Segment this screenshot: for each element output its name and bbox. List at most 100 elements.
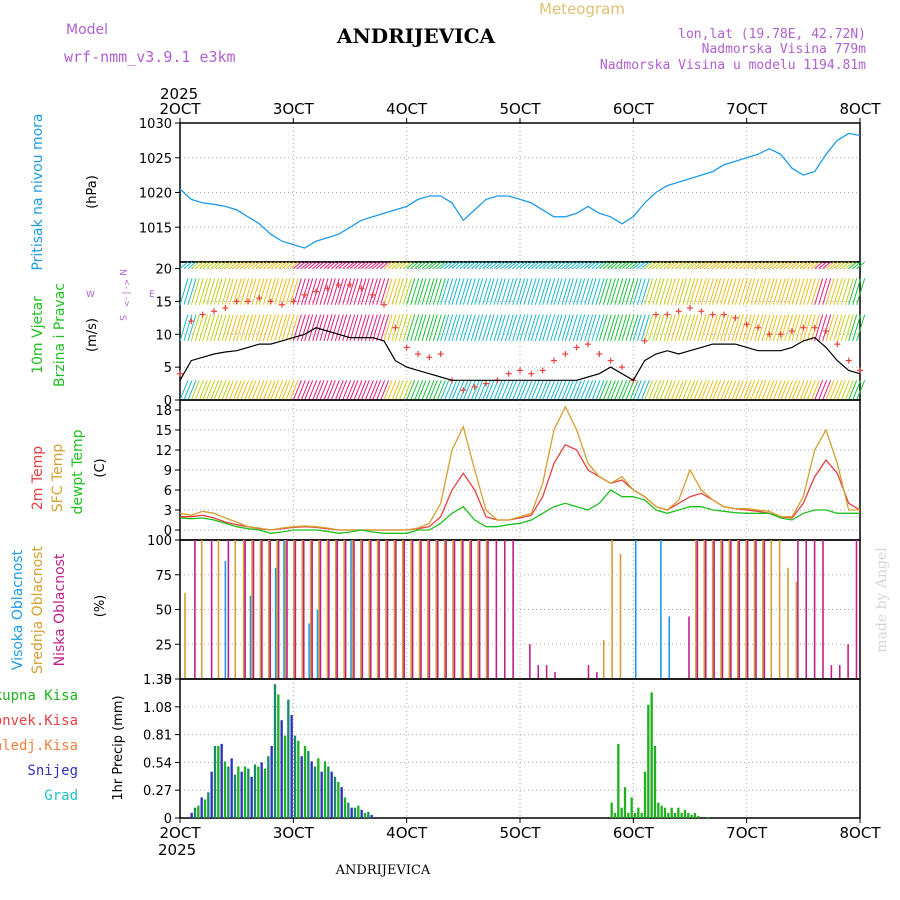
precip-bar bbox=[223, 761, 227, 818]
model-label: Model bbox=[66, 22, 108, 38]
wind-barb bbox=[546, 261, 555, 269]
wind-barb bbox=[655, 261, 665, 269]
precip-bar bbox=[200, 797, 203, 818]
wind-barb bbox=[557, 261, 567, 269]
pressure-unit-label: (hPa) bbox=[85, 175, 100, 209]
wind-barb bbox=[546, 278, 556, 305]
wind-barb bbox=[493, 380, 503, 401]
wind-barb bbox=[652, 380, 662, 401]
wind-barb bbox=[610, 380, 620, 401]
wind-barb bbox=[338, 380, 348, 401]
wind-barb bbox=[564, 314, 574, 342]
wind-barb bbox=[648, 314, 658, 342]
wind-barb bbox=[368, 278, 378, 305]
wind-barb bbox=[840, 380, 850, 401]
wind-barb bbox=[833, 278, 843, 305]
bottom-x-axis: 2OCT 3OCT 4OCT 5OCT 6OCT 7OCT 8OCT bbox=[160, 818, 881, 842]
wind-barb bbox=[799, 261, 809, 269]
wind-barb bbox=[663, 314, 673, 342]
wind-barb bbox=[357, 261, 367, 269]
wind-barb bbox=[674, 314, 684, 342]
wind-barb bbox=[580, 261, 589, 269]
wind-barb bbox=[761, 380, 771, 401]
precip-bar bbox=[640, 812, 643, 818]
wind-barb bbox=[308, 278, 318, 305]
precip-bar bbox=[253, 764, 257, 818]
wind-barb bbox=[489, 261, 499, 269]
wind-barb bbox=[410, 261, 419, 269]
pressure-line bbox=[179, 132, 861, 249]
wind-barb bbox=[734, 278, 744, 305]
wind-barb bbox=[281, 380, 291, 401]
wind-barb bbox=[296, 278, 306, 305]
wind-barb bbox=[199, 261, 208, 269]
wind-barb bbox=[516, 314, 526, 342]
legend-freezing-precip: Zaledj.Kisa bbox=[0, 738, 78, 754]
temp-ytick-label: 0 bbox=[164, 524, 172, 539]
wind-barb bbox=[432, 278, 442, 305]
wind-barb bbox=[285, 380, 295, 401]
precip-bar bbox=[323, 761, 327, 818]
wind-barb bbox=[433, 261, 442, 269]
wind-barb bbox=[380, 261, 389, 269]
wind-barb bbox=[270, 380, 280, 401]
wind-barb bbox=[417, 314, 427, 342]
wind-barb bbox=[190, 278, 200, 305]
precip-bar bbox=[287, 699, 290, 818]
precip-bar bbox=[340, 787, 343, 818]
wind-barb bbox=[183, 380, 193, 401]
pressure-ytick-label: 1030 bbox=[139, 117, 172, 132]
cloud-ytick-label: 50 bbox=[155, 604, 172, 619]
pressure-ytick-label: 1025 bbox=[139, 152, 172, 167]
high-cloud-label: Visoka Oblacnost bbox=[10, 549, 26, 670]
wind-barb bbox=[814, 314, 824, 342]
compass-north: N bbox=[117, 269, 127, 276]
wind-barb bbox=[198, 380, 208, 401]
wind-barb bbox=[550, 278, 560, 305]
wind-barb bbox=[822, 380, 832, 401]
wind-barb bbox=[206, 261, 215, 269]
wind-barb bbox=[791, 314, 801, 342]
wind-barb bbox=[557, 314, 567, 342]
wind-barb bbox=[428, 278, 438, 305]
wind-barb bbox=[462, 380, 472, 401]
wind-barb bbox=[319, 278, 329, 305]
station-title: ANDRIJEVICA bbox=[336, 24, 496, 48]
wind-barb bbox=[720, 278, 730, 305]
precip-bar bbox=[317, 758, 320, 818]
precip-ytick-label: 0.27 bbox=[143, 784, 172, 799]
wind-barb bbox=[598, 314, 608, 342]
wind-barb bbox=[829, 314, 839, 342]
wind-barb bbox=[315, 380, 325, 401]
wind-barb bbox=[633, 261, 642, 269]
legend-conv-precip: Konvek.Kisa bbox=[0, 713, 78, 729]
wind-barb bbox=[553, 380, 563, 401]
wind-barb bbox=[655, 314, 665, 342]
wind-barb bbox=[190, 380, 200, 401]
wind-barb bbox=[727, 278, 737, 305]
wind-barb bbox=[550, 380, 560, 401]
wind-barb bbox=[485, 380, 495, 401]
wind-barb bbox=[746, 261, 755, 269]
wind-barb bbox=[591, 261, 601, 269]
wind-barb bbox=[244, 261, 253, 269]
wind-barb bbox=[621, 261, 631, 269]
wind-barb bbox=[353, 314, 363, 342]
wind-barb bbox=[297, 261, 306, 269]
wind-barb bbox=[629, 380, 639, 401]
precip-bar bbox=[337, 781, 340, 818]
temp-ytick-label: 12 bbox=[155, 444, 172, 459]
precip-ytick-label: 0 bbox=[164, 812, 172, 827]
wind-barb bbox=[553, 261, 563, 269]
wind-barb bbox=[482, 278, 492, 305]
wind-barb bbox=[206, 278, 216, 305]
wind-barb bbox=[410, 314, 420, 342]
wind-barb bbox=[406, 278, 416, 305]
wind-barb bbox=[195, 261, 204, 269]
wind-barb bbox=[292, 314, 302, 342]
wind-barb bbox=[274, 314, 284, 342]
wind-barb bbox=[229, 261, 238, 269]
wind-barb bbox=[784, 314, 794, 342]
wind-barb bbox=[806, 314, 816, 342]
wind-barb bbox=[353, 261, 363, 269]
